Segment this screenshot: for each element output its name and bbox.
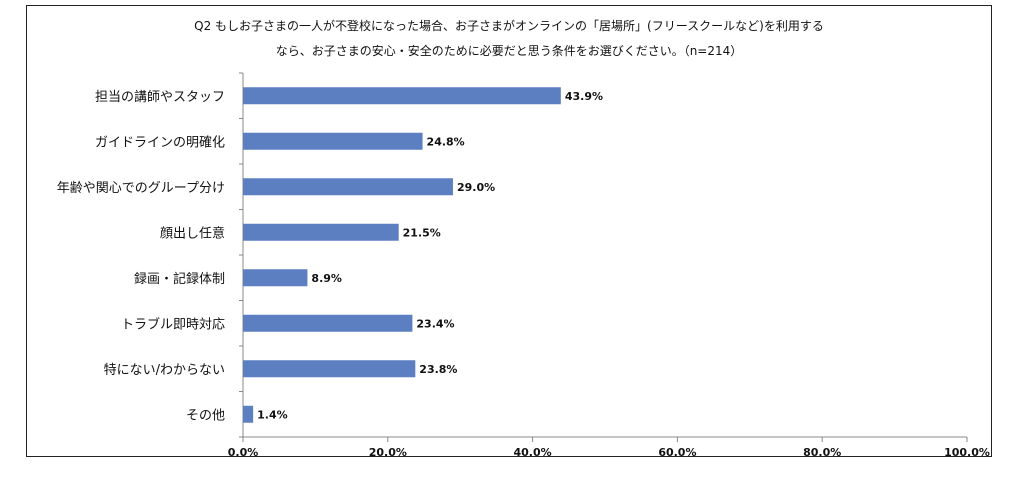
bar: [243, 314, 413, 332]
x-tick-label: 100.0%: [944, 446, 990, 459]
data-label: 43.9%: [565, 90, 603, 103]
data-label: 8.9%: [311, 272, 342, 285]
bar: [243, 178, 453, 196]
category-label: その他: [186, 408, 225, 423]
x-tick-label: 40.0%: [514, 446, 552, 459]
category-label: 特にない/わからない: [104, 363, 225, 378]
bar: [243, 360, 416, 378]
category-label: 録画・記録体制: [134, 271, 225, 287]
category-label: ガイドラインの明確化: [95, 134, 225, 150]
bar: [243, 223, 399, 241]
data-label: 21.5%: [403, 226, 441, 239]
category-label: トラブル即時対応: [121, 316, 225, 332]
x-tick-label: 0.0%: [228, 446, 259, 459]
data-label: 23.4%: [416, 317, 454, 330]
x-tick-label: 80.0%: [803, 446, 841, 459]
bar: [243, 269, 308, 287]
data-label: 23.8%: [419, 363, 457, 376]
chart-title-line1: Q2 もしお子さまの一人が不登校になった場合、お子さまがオンラインの「居場所」(…: [194, 19, 824, 33]
bar: [243, 87, 561, 105]
chart-frame: [26, 5, 992, 457]
data-label: 1.4%: [257, 408, 288, 421]
category-label: 担当の講師やスタッフ: [95, 89, 225, 105]
chart-title-line2: なら、お子さまの安心・安全のために必要だと思う条件をお選びください。（n=214…: [275, 44, 743, 58]
category-label: 年齢や関心でのグループ分け: [57, 181, 225, 196]
category-label: 顔出し任意: [160, 225, 225, 241]
data-label: 29.0%: [457, 181, 495, 194]
data-label: 24.8%: [427, 135, 465, 148]
x-tick-label: 60.0%: [658, 446, 696, 459]
bar: [243, 405, 254, 423]
bar: [243, 132, 423, 150]
x-tick-label: 20.0%: [369, 446, 407, 459]
